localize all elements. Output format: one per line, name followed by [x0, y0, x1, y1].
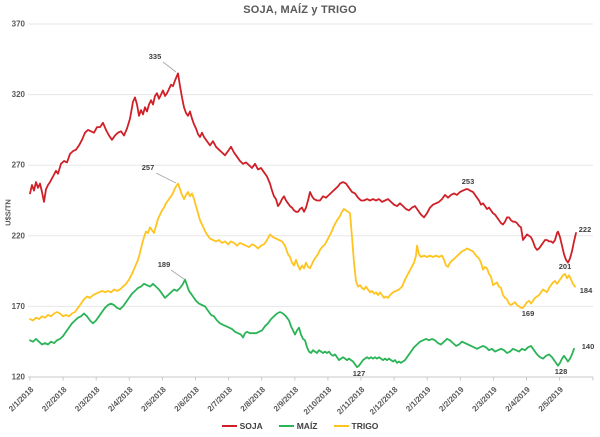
x-tick-label: 2/11/2018 [335, 385, 367, 417]
series-line-soja [29, 72, 577, 264]
series-line-trigo [29, 182, 576, 322]
legend-line-swatch [333, 425, 349, 427]
x-tick-label: 2/10/2018 [302, 385, 334, 417]
x-tick-label: 2/3/2018 [73, 385, 102, 414]
x-tick-label: 2/6/2018 [173, 385, 202, 414]
chart-title: SOJA, MAÍZ y TRIGO [243, 4, 357, 16]
legend-line-swatch [278, 425, 294, 427]
x-tick-label: 2/8/2018 [239, 385, 268, 414]
legend-line-swatch [221, 425, 237, 427]
y-tick-label-220: 220 [12, 231, 26, 240]
x-tick-label: 2/1/2018 [7, 385, 36, 414]
y-tick-label-120: 120 [12, 373, 26, 382]
legend-label: MAÍZ [296, 421, 318, 431]
y-tick-label-170: 170 [12, 302, 26, 311]
y-tick-label-370: 370 [12, 20, 26, 29]
x-tick-label: 2/7/2018 [206, 385, 235, 414]
legend-label: SOJA [239, 421, 263, 431]
data-label-128: 128 [555, 367, 568, 376]
x-tick-label: 2/5/2018 [139, 385, 168, 414]
x-tick-label: 2/4/2019 [504, 385, 533, 414]
x-tick-label: 2/2/2018 [40, 385, 69, 414]
data-label-257: 257 [142, 163, 155, 172]
x-tick-label: 2/2/2019 [437, 385, 466, 414]
callout-leader-189 [170, 269, 185, 280]
data-label-253: 253 [462, 177, 475, 186]
legend-item-soja: SOJA [221, 421, 263, 431]
data-label-127: 127 [353, 369, 366, 378]
data-label-169: 169 [522, 309, 535, 318]
callout-leader-335 [162, 61, 177, 73]
x-tick-label: 2/3/2019 [470, 385, 499, 414]
data-label-140: 140 [582, 342, 595, 351]
x-tick-label: 2/1/2019 [404, 385, 433, 414]
data-label-335: 335 [149, 52, 162, 61]
legend: SOJA MAÍZ TRIGO [0, 421, 600, 431]
x-tick-label: 2/4/2018 [106, 385, 135, 414]
x-tick-label: 2/9/2018 [272, 385, 301, 414]
data-label-184: 184 [580, 286, 593, 295]
legend-item-trigo: TRIGO [333, 421, 379, 431]
x-tick-label: 2/5/2019 [537, 385, 566, 414]
y-tick-label-270: 270 [12, 161, 26, 170]
x-tick-label: 2/12/2018 [368, 385, 400, 417]
data-label-201: 201 [559, 262, 572, 271]
y-tick-label-320: 320 [12, 90, 26, 99]
legend-item-maiz: MAÍZ [278, 421, 318, 431]
callout-leader-257 [155, 172, 177, 184]
legend-label: TRIGO [351, 421, 379, 431]
series-line-maiz [29, 278, 575, 369]
data-label-189: 189 [158, 260, 171, 269]
data-label-222: 222 [579, 225, 592, 234]
